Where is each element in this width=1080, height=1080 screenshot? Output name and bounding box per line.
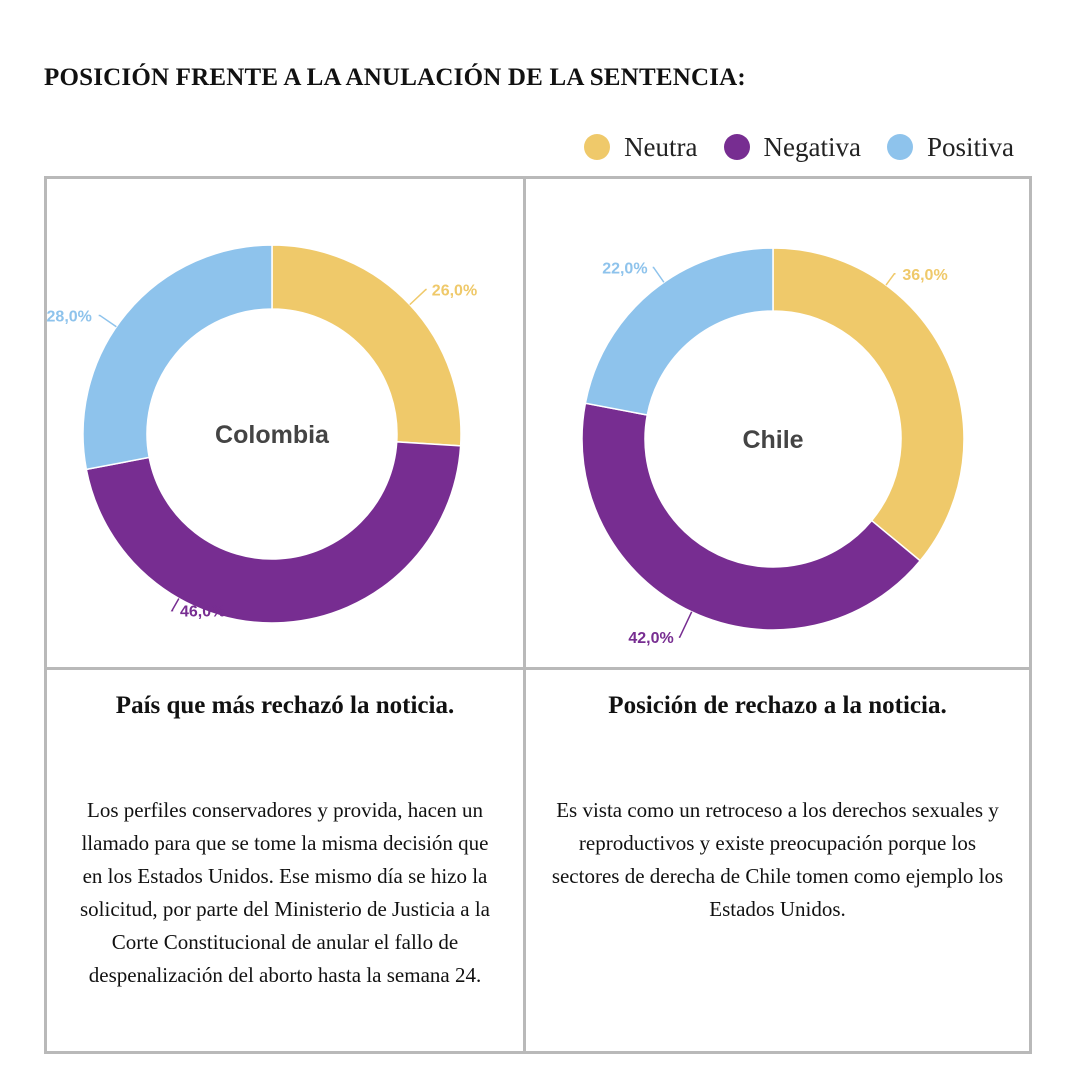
grid-divider-vertical (523, 179, 526, 1051)
legend-item-neutra: Neutra (584, 131, 698, 163)
donut-slice-negativa (581, 402, 922, 631)
value-label-neutra: 36,0% (902, 267, 947, 284)
legend-swatch-neutra (584, 134, 611, 160)
value-label-positiva: 28,0% (47, 308, 92, 325)
text-panel-chile: Posición de rechazo a la noticia. Es vis… (526, 670, 1029, 1051)
panel-body-colombia: Los perfiles conservadores y provida, ha… (80, 798, 490, 987)
donut-slice-neutra (772, 247, 965, 562)
text-panel-colombia: País que más rechazó la noticia. Los per… (47, 670, 523, 1051)
center-label: Colombia (215, 421, 330, 449)
panel-heading-colombia: País que más rechazó la noticia. (115, 692, 455, 719)
value-label-neutra: 26,0% (432, 283, 477, 300)
leader-line-positiva (98, 314, 117, 328)
value-label-negativa: 42,0% (628, 630, 673, 647)
panel-body-chile: Es vista como un retroceso a los derecho… (551, 798, 1004, 921)
legend-item-positiva: Positiva (886, 131, 1014, 163)
value-label-negativa: 46,0% (180, 604, 225, 621)
leader-line-positiva (652, 266, 665, 283)
value-label-positiva: 22,0% (602, 260, 647, 277)
chart-legend: Neutra Negativa Positiva (558, 130, 1014, 164)
legend-label-positiva: Positiva (926, 131, 1014, 162)
donut-slice-positiva (584, 247, 774, 416)
chart-cell-colombia: 26,0% 46,0% 28,0% Colombia (47, 179, 523, 667)
panel-heading-chile: Posición de rechazo a la noticia. (608, 692, 947, 719)
leader-line-neutra (409, 288, 427, 306)
leader-line-neutra (885, 273, 896, 286)
leader-line-negativa (170, 598, 180, 612)
legend-swatch-positiva (886, 134, 913, 160)
page-title: POSICIÓN FRENTE A LA ANULACIÓN DE LA SEN… (44, 64, 746, 91)
donut-slice-neutra (271, 244, 462, 447)
legend-item-negativa: Negativa (723, 131, 861, 163)
grid-divider-horizontal (47, 667, 1029, 670)
donut-chart-colombia: 26,0% 46,0% 28,0% Colombia (47, 244, 477, 624)
donut-slice-positiva (82, 244, 273, 471)
center-label: Chile (742, 426, 803, 454)
legend-swatch-negativa (723, 134, 750, 160)
chart-cell-chile: 36,0% 42,0% 22,0% Chile (526, 179, 1029, 667)
legend-label-negativa: Negativa (763, 131, 861, 162)
donut-chart-chile: 36,0% 42,0% 22,0% Chile (581, 247, 965, 647)
legend-label-neutra: Neutra (624, 131, 698, 162)
leader-line-negativa (678, 611, 693, 638)
comparison-grid: 26,0% 46,0% 28,0% Colombia 36,0% 42,0% 22,0% C… (44, 176, 1032, 1054)
donut-slice-negativa (85, 441, 462, 624)
